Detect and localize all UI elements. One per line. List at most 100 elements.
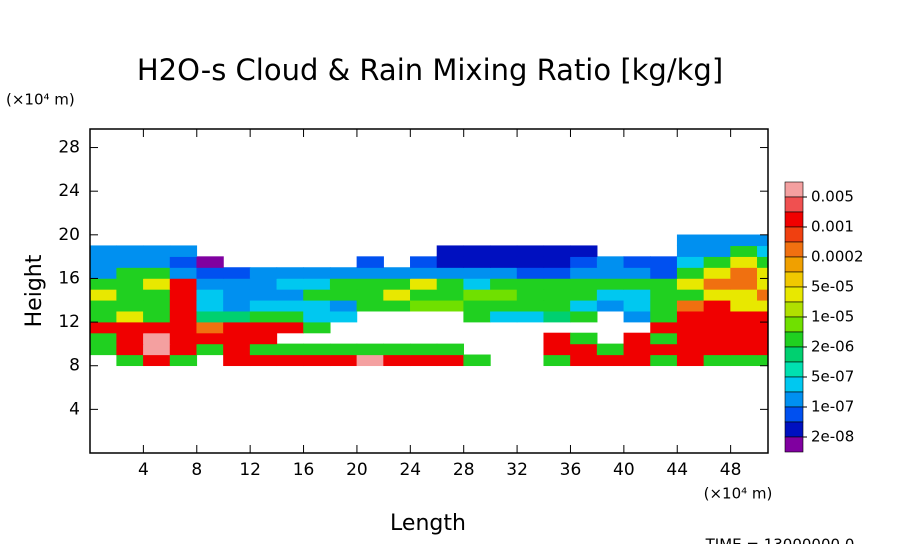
field-cell [516,245,545,257]
x-unit: (×10⁴ m) [704,485,773,503]
field-cell [703,354,731,367]
field-cell [329,310,358,323]
x-tick-label: 12 [239,460,261,480]
colorbar-box [784,391,804,408]
field-cell [223,289,251,301]
field-cell [196,310,224,323]
x-tick-label: 36 [560,460,582,480]
field-cell [490,278,518,290]
field-cell [757,310,768,323]
field-cell [730,299,758,312]
field-cell [463,245,491,257]
field-cell [223,310,251,323]
field-cell [116,310,144,323]
field-cell [356,267,384,279]
field-cell [650,354,678,367]
field-cell [249,343,278,356]
y-tick-label: 4 [69,399,80,419]
colorbar-label: 5e-07 [811,368,854,386]
x-tick-label: 16 [293,460,315,480]
field-cell [757,321,768,334]
colorbar-box [784,346,804,363]
field-cell [703,278,731,290]
field-cell [329,278,358,290]
field-cell [436,354,465,367]
field-cell [543,310,571,323]
field-cell [543,299,571,312]
field-cell [623,354,651,367]
field-cell [436,289,465,301]
field-cell [116,343,144,356]
field-cell [676,245,705,257]
field-cell [570,343,598,356]
field-cell [196,278,224,290]
field-cell [169,245,198,257]
field-cell [543,267,571,279]
field-cell [223,267,251,279]
colorbar-box [784,436,804,453]
field-cell [516,289,545,301]
field-cell [249,278,278,290]
colorbar-box [784,376,804,393]
field-cell [196,289,224,301]
field-cell [329,299,358,312]
field-cell [516,299,545,312]
field-cell [329,354,358,367]
field-cell [490,310,518,323]
field-cell [543,256,571,268]
field-cell [383,278,411,290]
colorbar-box [784,241,804,258]
field-cell [169,321,198,334]
field-cell [249,354,278,367]
colorbar-box [784,331,804,348]
field-cell [116,354,144,367]
field-cell [676,299,705,312]
field-cell [436,245,465,257]
field-cell [90,267,117,279]
colorbar-box [784,256,804,273]
field-cell [196,299,224,312]
field-cell [730,332,758,345]
field-cell [730,343,758,356]
field-cell [757,256,768,268]
x-tick-label: 24 [399,460,421,480]
field-cell [90,245,117,257]
x-tick-label: 32 [506,460,528,480]
field-cell [196,256,224,268]
field-cell [436,256,465,268]
field-cell [169,267,198,279]
field-cell [116,278,144,290]
field-cell [676,343,705,356]
field-cell [490,299,518,312]
field-cell [730,310,758,323]
field-cell [356,299,384,312]
field-cell [143,256,171,268]
field-cell [143,299,171,312]
field-cell [249,321,278,334]
field-cell [196,332,224,345]
field-cell [596,289,625,301]
field-cell [570,289,598,301]
colorbar-label: 0.005 [811,188,854,206]
field-cell [463,310,491,323]
field-cell [463,267,491,279]
field-cell [570,310,598,323]
field-cell [90,299,117,312]
field-cell [596,256,625,268]
field-cell [249,267,278,279]
field-cell [276,321,304,334]
colorbar-box [784,301,804,318]
y-tick-label: 28 [58,138,80,158]
field-cell [730,354,758,367]
field-cell [650,256,678,268]
field-cell [116,299,144,312]
field-cell [516,256,545,268]
field-cell [730,289,758,301]
field-cell [676,256,705,268]
field-cell [303,278,331,290]
field-cell [570,256,598,268]
field-cell [143,289,171,301]
field-cell [410,343,438,356]
field-cell [143,354,171,367]
